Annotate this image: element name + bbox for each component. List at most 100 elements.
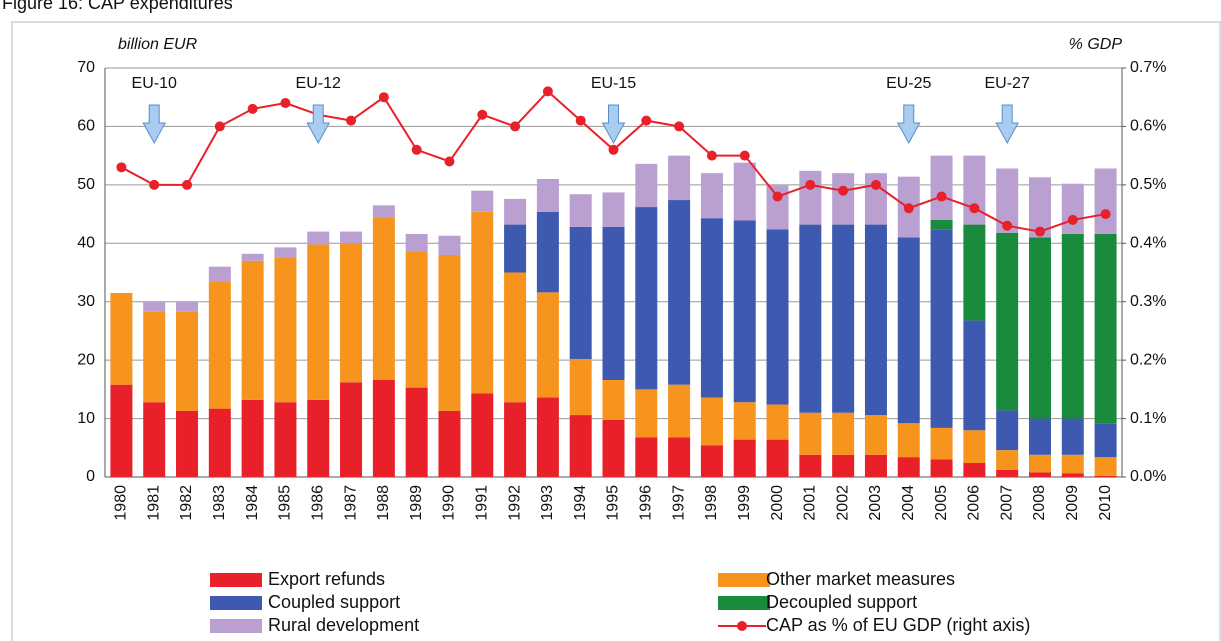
bar-segment	[668, 384, 691, 438]
bar-segment	[143, 402, 166, 477]
bar-segment	[241, 253, 264, 261]
bar-segment	[700, 218, 723, 398]
bar-segment	[569, 415, 592, 477]
y-tick-label: 60	[77, 118, 95, 135]
bar-segment	[733, 402, 756, 440]
line-point	[674, 121, 685, 132]
bar-segment	[635, 163, 658, 208]
bar-segment	[832, 224, 855, 413]
bar-segment	[241, 399, 264, 477]
bar-segment	[897, 237, 920, 424]
bar-segment	[996, 168, 1019, 233]
legend-swatch	[210, 596, 262, 610]
bar-segment	[307, 399, 330, 477]
x-tick-label: 1989	[408, 485, 425, 521]
line-point	[1034, 226, 1045, 237]
y2-tick-label: 0.0%	[1130, 468, 1166, 485]
bar-segment	[536, 397, 559, 477]
bar-segment	[897, 423, 920, 458]
bar-segment	[1094, 423, 1117, 458]
x-tick-label: 2010	[1097, 485, 1114, 521]
bar-segment	[438, 235, 461, 255]
legend-swatch	[210, 619, 262, 633]
y-tick-label: 30	[77, 293, 95, 310]
legend-swatch	[210, 573, 262, 587]
bar-segment	[504, 402, 527, 477]
x-tick-label: 1998	[703, 485, 720, 521]
bar-segment	[110, 292, 133, 385]
annotation: EU-15	[591, 75, 636, 92]
bar-segment	[832, 454, 855, 477]
x-tick-label: 1994	[572, 485, 589, 521]
bar-segment	[340, 382, 363, 477]
bar-segment	[864, 454, 887, 477]
bar-segment	[143, 311, 166, 403]
x-tick-label: 1984	[244, 485, 261, 521]
bar-segment	[602, 419, 625, 477]
x-tick-label: 2002	[834, 485, 851, 521]
bar-segment	[963, 155, 986, 225]
bar-segment	[340, 243, 363, 383]
bar-segment	[799, 412, 822, 455]
bar-segment	[1028, 177, 1051, 238]
bar-segment	[1061, 418, 1084, 455]
line-point	[346, 115, 357, 126]
bar-segment	[733, 220, 756, 403]
arrow	[896, 104, 921, 145]
line-point	[411, 144, 422, 155]
line-point	[870, 179, 881, 190]
bar-segment	[504, 198, 527, 225]
legend-label: Rural development	[268, 615, 419, 635]
line-point	[772, 191, 783, 202]
bar-segment	[700, 173, 723, 219]
bar-segment	[569, 358, 592, 416]
x-tick-label: 1985	[277, 485, 294, 521]
bar-segment	[208, 281, 231, 409]
y2-tick-label: 0.3%	[1130, 293, 1166, 310]
y2-axis-label: % GDP	[1069, 36, 1123, 53]
y-tick-label: 40	[77, 235, 95, 252]
annotation: EU-12	[296, 75, 341, 92]
line-point	[838, 185, 849, 196]
y-axis-label: billion EUR	[118, 36, 198, 53]
bar-segment	[504, 272, 527, 403]
bar-segment	[143, 301, 166, 312]
bar-segment	[1028, 454, 1051, 473]
bar-segment	[1061, 183, 1084, 234]
bar-segment	[536, 292, 559, 398]
bar-segment	[635, 437, 658, 477]
line-point	[1100, 209, 1111, 220]
bar-segment	[1094, 457, 1117, 476]
x-tick-label: 1996	[638, 485, 655, 521]
bar-segment	[241, 260, 264, 400]
annotation: EU-25	[886, 75, 931, 92]
y2-tick-label: 0.6%	[1130, 118, 1166, 135]
bar-segment	[569, 194, 592, 227]
bar-segment	[176, 301, 199, 312]
bar-segment	[110, 384, 133, 477]
bar-segment	[1028, 237, 1051, 419]
bar-segment	[471, 190, 494, 212]
bar-segment	[307, 231, 330, 245]
bar-segment	[1094, 475, 1117, 477]
bar-segment	[700, 397, 723, 446]
y-tick-label: 50	[77, 176, 95, 193]
bar-segment	[897, 457, 920, 477]
legend-label: Export refunds	[268, 569, 385, 589]
bar-segment	[733, 162, 756, 221]
y2-tick-label: 0.1%	[1130, 410, 1166, 427]
x-tick-label: 1993	[539, 485, 556, 521]
bar-segment	[832, 173, 855, 225]
x-tick-label: 1983	[211, 485, 228, 521]
legend-label: Coupled support	[268, 592, 400, 612]
y-tick-label: 70	[77, 59, 95, 76]
x-tick-label: 2007	[998, 485, 1015, 521]
bar-segment	[1028, 418, 1051, 455]
bar-segment	[372, 205, 395, 218]
bar-segment	[536, 179, 559, 212]
y2-tick-label: 0.2%	[1130, 351, 1166, 368]
bar-segment	[536, 211, 559, 293]
bar-segment	[799, 224, 822, 413]
x-tick-label: 1992	[506, 485, 523, 521]
